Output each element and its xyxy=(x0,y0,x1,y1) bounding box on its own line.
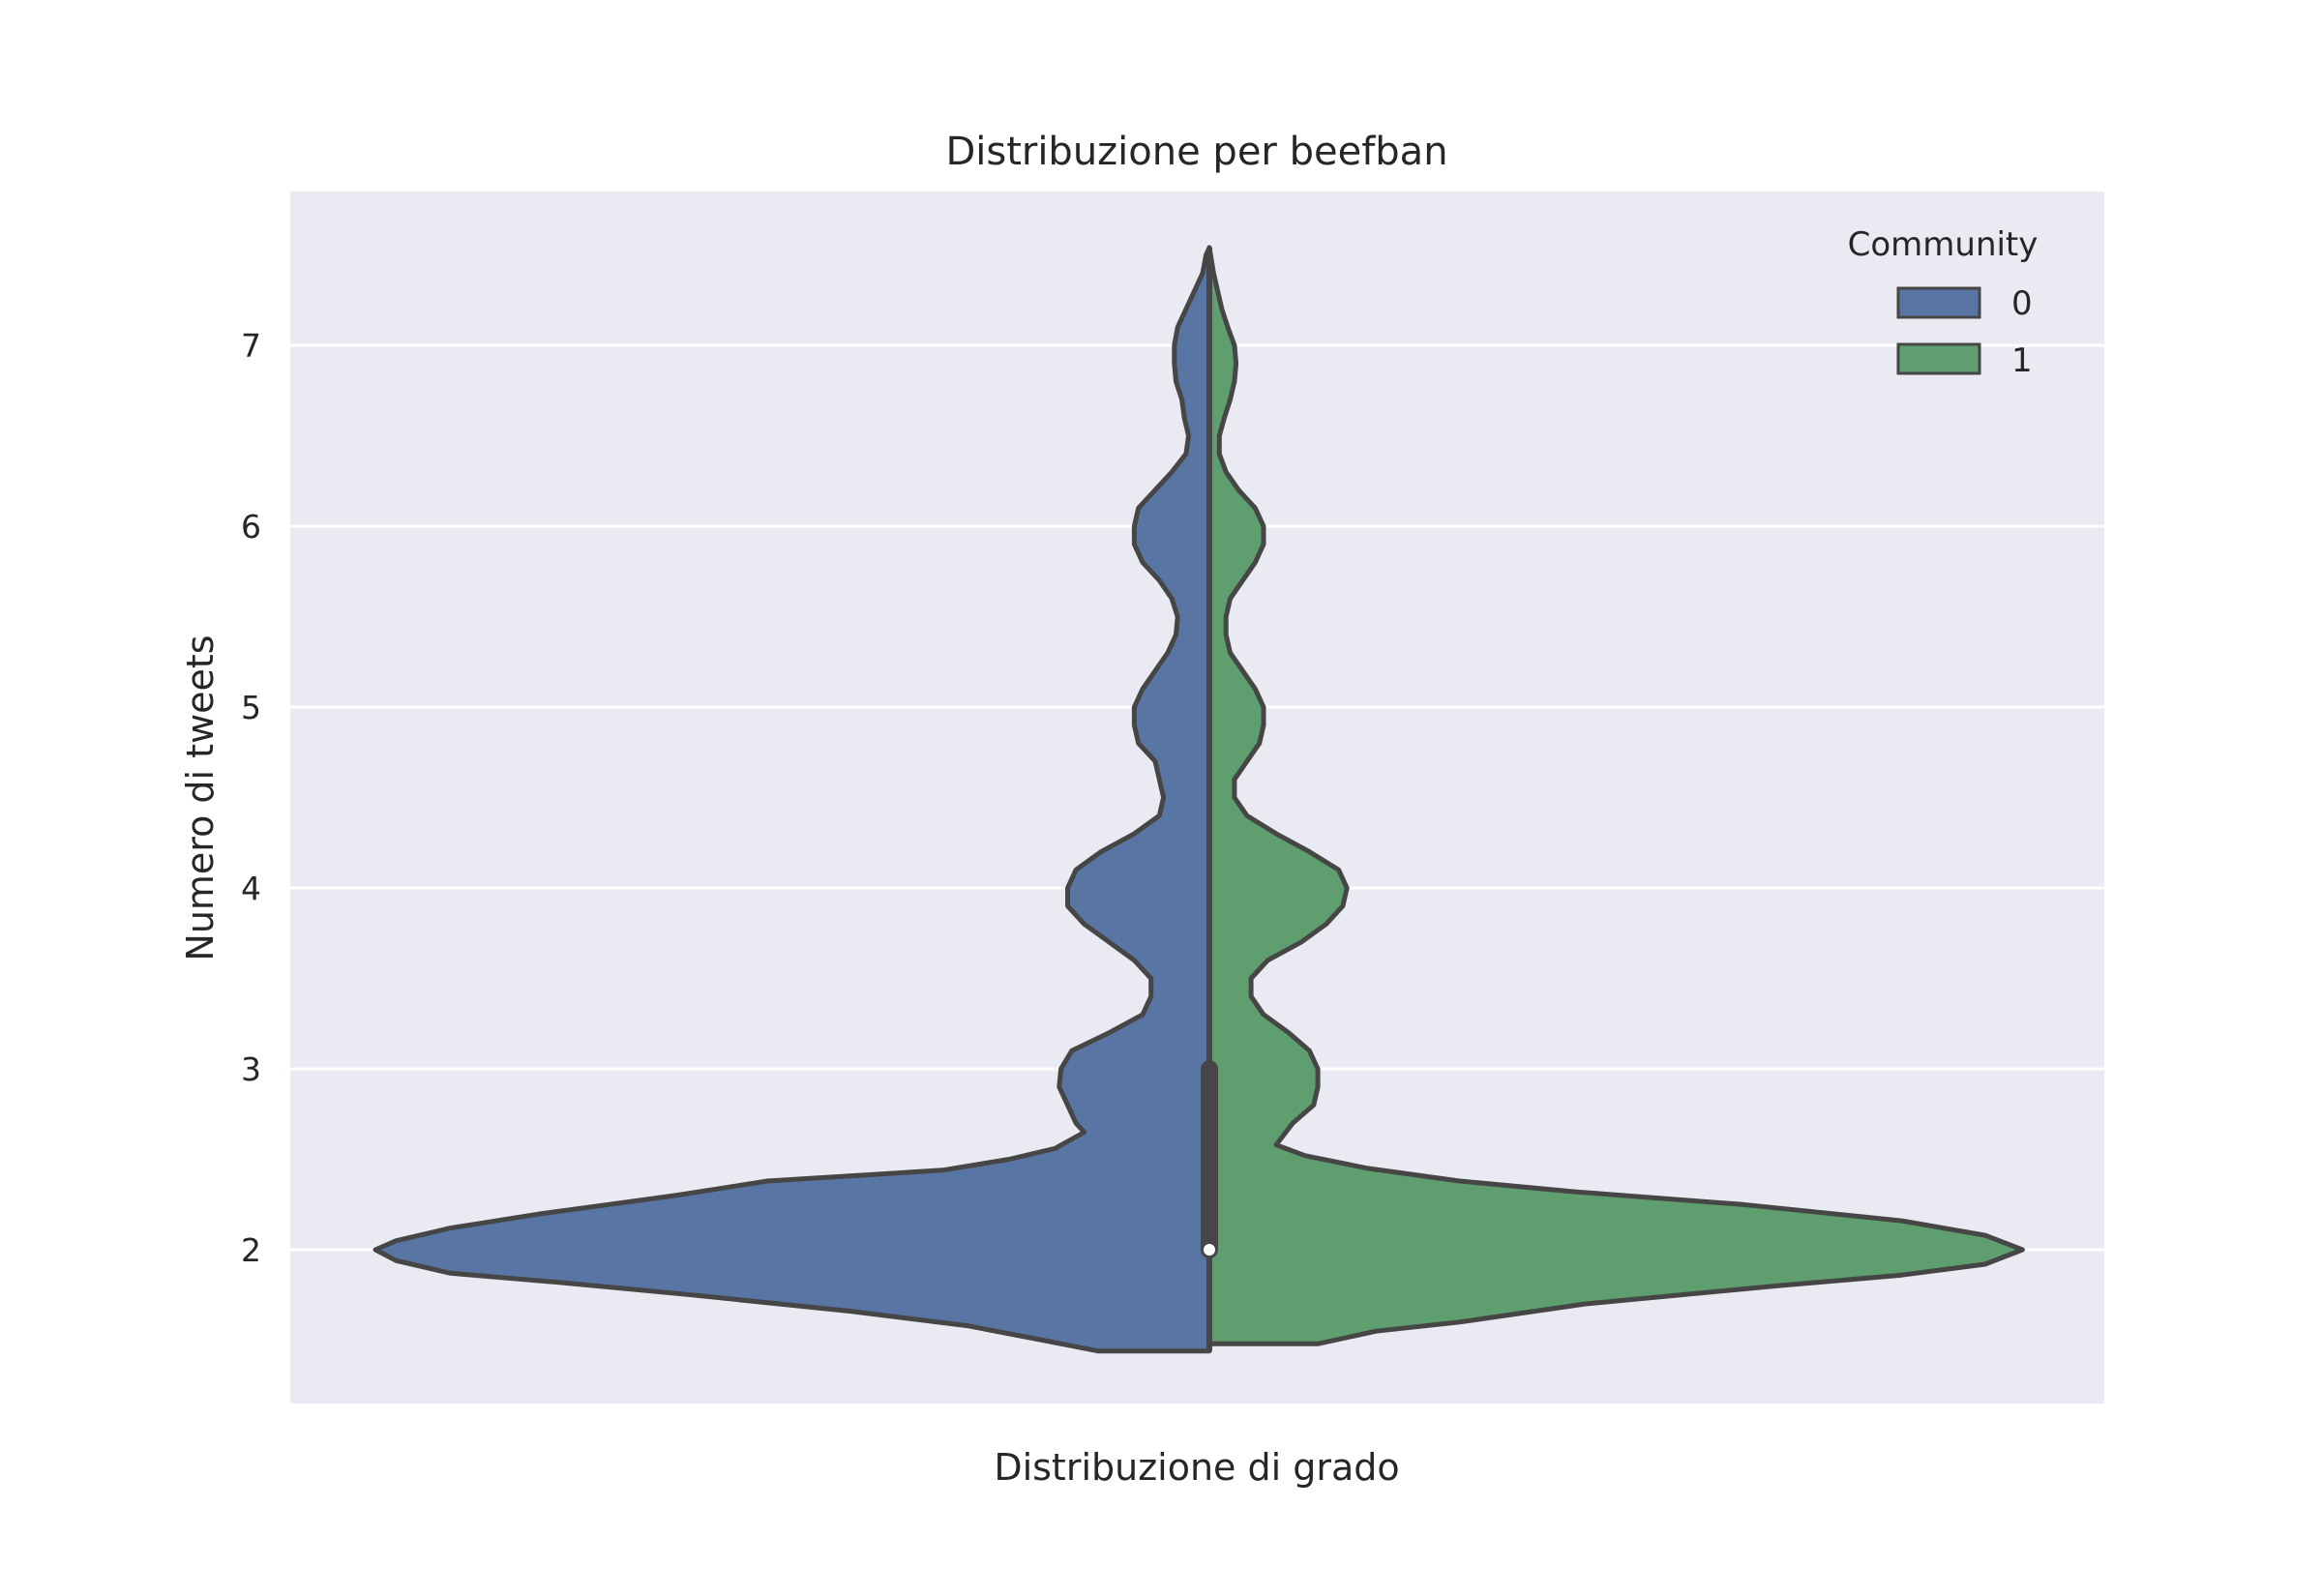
legend-title: Community xyxy=(1848,225,2039,264)
inner-box xyxy=(1201,247,1218,1351)
legend-swatch-0 xyxy=(1896,286,1981,319)
legend-label-1: 1 xyxy=(2011,341,2033,380)
y-tick-label: 7 xyxy=(241,327,261,365)
violin-half-community-0 xyxy=(372,245,1212,1354)
violins xyxy=(372,245,2025,1354)
x-axis-label: Distribuzione di grado xyxy=(994,1446,1399,1489)
y-tick-labels: 2 3 4 5 6 7 xyxy=(241,327,261,1269)
y-axis-label: Numero di tweets xyxy=(179,635,222,961)
y-tick-label: 6 xyxy=(241,508,261,546)
y-tick-label: 4 xyxy=(241,870,261,907)
legend-label-0: 0 xyxy=(2011,284,2033,323)
legend: Community 0 1 xyxy=(1848,225,2039,380)
chart-title: Distribuzione per beefban xyxy=(945,130,1447,174)
y-tick-label: 2 xyxy=(241,1231,261,1269)
legend-swatch-1 xyxy=(1896,342,1981,375)
violin-half-community-1 xyxy=(1206,245,2025,1346)
y-tick-label: 5 xyxy=(241,689,261,726)
y-tick-label: 3 xyxy=(241,1050,261,1088)
median-marker xyxy=(1202,1242,1217,1258)
